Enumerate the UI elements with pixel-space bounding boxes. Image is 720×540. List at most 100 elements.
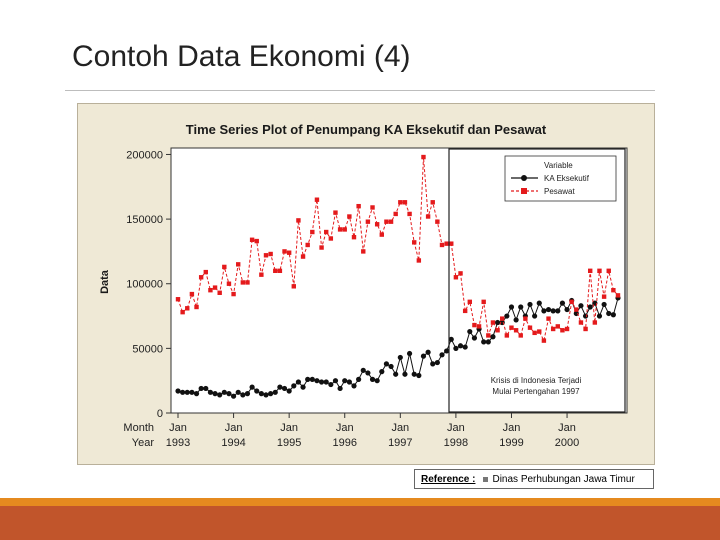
ka-eksekutif-point <box>309 376 315 382</box>
pesawat-point <box>273 268 278 274</box>
x-tick-label-year: 1998 <box>444 437 468 449</box>
pesawat-point <box>277 268 283 274</box>
pesawat-point <box>569 299 574 305</box>
footer-bar <box>0 506 720 540</box>
ka-eksekutif-point <box>217 392 223 398</box>
pesawat-point <box>564 326 570 332</box>
x-tick-label-month: Jan <box>503 422 521 434</box>
ka-eksekutif-point <box>518 304 524 310</box>
pesawat-point <box>310 229 315 235</box>
pesawat-point <box>263 253 269 258</box>
ka-eksekutif-point <box>360 367 366 373</box>
ka-eksekutif-point <box>425 349 431 355</box>
ka-eksekutif-point <box>439 352 445 358</box>
ka-eksekutif-point <box>610 312 616 318</box>
ka-eksekutif-point <box>527 301 533 308</box>
pesawat-point <box>240 280 246 285</box>
pesawat-point <box>439 242 445 248</box>
ka-eksekutif-point <box>175 388 181 394</box>
ka-eksekutif-point <box>240 392 246 398</box>
ka-eksekutif-point <box>444 348 450 354</box>
annotation-line-1: Krisis di Indonesia Terjadi <box>491 376 582 385</box>
ka-eksekutif-point <box>457 343 464 349</box>
pesawat-point <box>333 210 338 215</box>
pesawat-point <box>449 241 454 246</box>
pesawat-point <box>282 249 287 254</box>
pesawat-point <box>393 211 398 217</box>
pesawat-point <box>180 309 185 315</box>
footer-accent-bar <box>0 498 720 506</box>
pesawat-point <box>574 307 579 312</box>
pesawat-point <box>379 232 384 237</box>
pesawat-point <box>254 238 259 244</box>
x-tick-label-month: Jan <box>336 422 354 434</box>
pesawat-point <box>189 291 195 297</box>
reference-box: Reference : Dinas Perhubungan Jawa Timur <box>414 469 654 489</box>
ka-eksekutif-point <box>582 313 589 319</box>
pesawat-point <box>296 218 301 223</box>
ka-eksekutif-point <box>328 381 334 388</box>
ka-eksekutif-point <box>189 389 195 395</box>
ka-eksekutif-point <box>346 379 352 385</box>
ka-eksekutif-point <box>323 379 329 385</box>
pesawat-point <box>578 320 584 325</box>
ka-eksekutif-point <box>356 376 362 382</box>
ka-eksekutif-point <box>393 371 399 377</box>
ka-eksekutif-point <box>226 391 232 397</box>
pesawat-point <box>592 320 598 325</box>
ka-eksekutif-point <box>494 319 501 326</box>
ka-eksekutif-point <box>383 361 390 367</box>
pesawat-point <box>504 333 510 338</box>
pesawat-point <box>324 229 329 235</box>
reference-source: Dinas Perhubungan Jawa Timur <box>492 473 635 485</box>
ka-eksekutif-point <box>342 378 348 384</box>
legend-marker-pesawat <box>521 188 527 194</box>
pesawat-point <box>361 249 366 254</box>
pesawat-point <box>453 275 459 280</box>
pesawat-point <box>615 293 621 298</box>
pesawat-point <box>222 264 227 270</box>
pesawat-point <box>444 241 449 246</box>
ka-eksekutif-point <box>532 313 538 319</box>
pesawat-point <box>430 200 435 205</box>
ka-eksekutif-point <box>249 384 255 390</box>
legend-label-ka: KA Eksekutif <box>544 174 590 183</box>
pesawat-point <box>249 237 255 242</box>
legend: Variable KA Eksekutif Pesawat <box>504 155 617 202</box>
x-tick-label-year: 1995 <box>277 437 301 449</box>
pesawat-point <box>597 268 602 274</box>
time-series-chart: Time Series Plot of Penumpang KA Eksekut… <box>99 122 628 449</box>
pesawat-point <box>513 328 519 333</box>
ka-eksekutif-point <box>235 389 241 395</box>
ka-eksekutif-point <box>184 389 190 395</box>
pesawat-point <box>374 222 380 227</box>
ka-eksekutif-point <box>420 353 427 359</box>
ka-eksekutif-point <box>281 385 288 392</box>
x-tick-label-year: 1994 <box>221 437 245 449</box>
ka-eksekutif-point <box>550 308 556 314</box>
pesawat-point <box>185 306 190 311</box>
pesawat-point <box>462 308 468 314</box>
y-tick-label: 200000 <box>126 149 163 161</box>
ka-eksekutif-point <box>504 313 510 319</box>
pesawat-point <box>476 324 482 329</box>
pesawat-point <box>370 205 375 210</box>
pesawat-point <box>509 325 514 330</box>
ka-eksekutif-point <box>411 371 417 377</box>
ka-eksekutif-point <box>596 313 603 319</box>
pesawat-point <box>212 285 218 290</box>
pesawat-point <box>300 254 306 259</box>
x-tick-label-year: 1999 <box>499 437 523 449</box>
legend-title: Variable <box>544 161 573 170</box>
x-tick-label-month: Jan <box>447 422 465 434</box>
pesawat-point <box>412 240 417 245</box>
ka-eksekutif-point <box>180 389 186 395</box>
ka-eksekutif-point <box>513 317 519 323</box>
annotation-line-2: Mulai Pertengahan 1997 <box>492 387 580 396</box>
pesawat-point <box>481 299 486 305</box>
ka-eksekutif-point <box>606 310 612 317</box>
pesawat-point <box>365 219 371 224</box>
reference-bullet-icon <box>483 476 489 482</box>
ka-eksekutif-point <box>305 376 311 382</box>
ka-eksekutif-point <box>230 393 237 399</box>
